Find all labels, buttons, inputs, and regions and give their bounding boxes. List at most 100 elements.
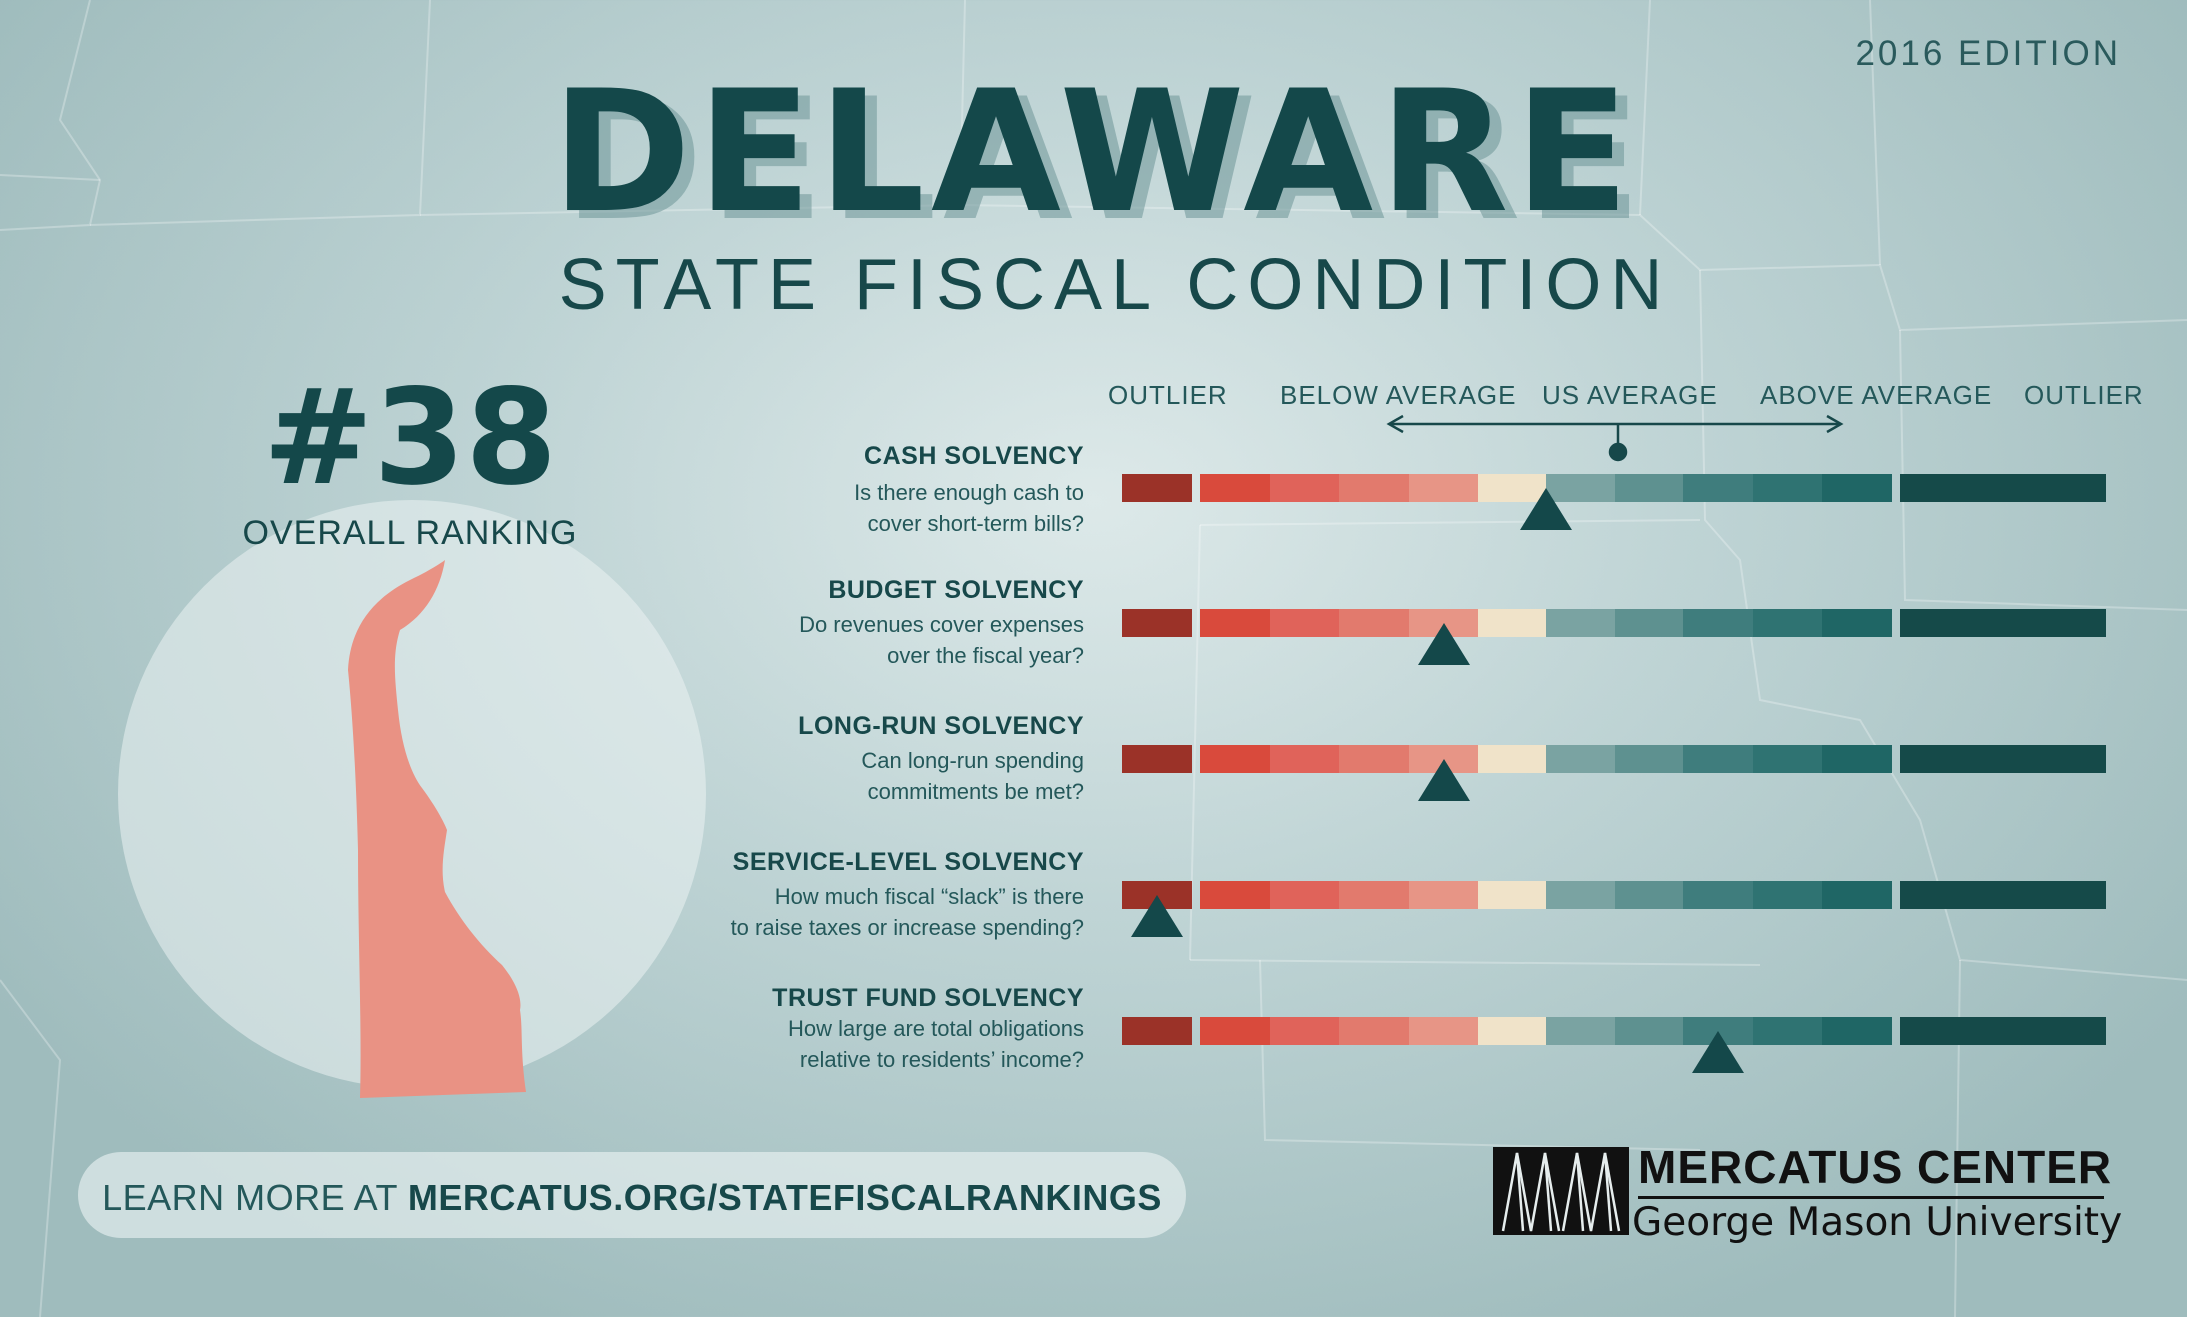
header-below-average: BELOW AVERAGE xyxy=(1280,380,1517,410)
scale-segment xyxy=(1615,881,1683,909)
scale-bar-service-level-solvency xyxy=(1122,881,2106,937)
scale-segment xyxy=(1478,881,1546,909)
question-line: How large are total obligations xyxy=(788,1016,1084,1041)
row-title-cash-solvency: CASH SOLVENCY xyxy=(864,442,1084,470)
row-title-budget-solvency: BUDGET SOLVENCY xyxy=(828,576,1084,604)
scale-segment xyxy=(1200,881,1270,909)
scale-segment xyxy=(1339,609,1409,637)
scale-segment xyxy=(1339,1017,1409,1045)
scale-segment xyxy=(1900,881,2106,909)
state-position-marker xyxy=(1417,623,1470,665)
scale-segment xyxy=(1546,609,1615,637)
edition-label: 2016 EDITION xyxy=(1855,34,2121,73)
scale-bar-long-run-solvency xyxy=(1122,745,2106,801)
row-question-long-run-solvency: Can long-run spending commitments be met… xyxy=(861,746,1084,808)
row-title-long-run-solvency: LONG-RUN SOLVENCY xyxy=(798,712,1084,740)
question-line: to raise taxes or increase spending? xyxy=(730,914,1084,940)
scale-segment xyxy=(1753,745,1822,773)
scale-segment xyxy=(1822,745,1892,773)
logo-divider xyxy=(1638,1196,2104,1199)
learn-more-text: LEARN MORE AT MERCATUS.ORG/STATEFISCALRA… xyxy=(78,1177,1186,1219)
scale-segment xyxy=(1546,881,1615,909)
scale-segment xyxy=(1615,745,1683,773)
row-question-budget-solvency: Do revenues cover expenses over the fisc… xyxy=(799,610,1084,672)
row-question-service-level-solvency: How much fiscal “slack” is there to rais… xyxy=(731,882,1084,944)
scale-segment xyxy=(1822,609,1892,637)
scale-segment xyxy=(1753,1017,1822,1045)
scale-segment xyxy=(1200,609,1270,637)
scale-segment xyxy=(1339,881,1409,909)
scale-segment xyxy=(1270,474,1339,502)
scale-segment xyxy=(1339,745,1409,773)
scale-segment xyxy=(1339,474,1409,502)
scale-segment xyxy=(1478,609,1546,637)
scale-bar-cash-solvency xyxy=(1122,474,2106,530)
scale-segment xyxy=(1615,474,1683,502)
scale-segment xyxy=(1615,609,1683,637)
scale-segment xyxy=(1822,1017,1892,1045)
state-position-marker xyxy=(1520,488,1572,530)
scale-segment xyxy=(1409,881,1478,909)
header-us-average: US AVERAGE xyxy=(1542,380,1718,410)
scale-segment xyxy=(1200,745,1270,773)
scale-segment xyxy=(1478,1017,1546,1045)
scale-segment xyxy=(1478,745,1546,773)
scale-segment xyxy=(1200,474,1270,502)
header-outlier-high: OUTLIER xyxy=(2024,380,2144,410)
scale-segment xyxy=(1270,1017,1339,1045)
state-position-marker xyxy=(1692,1031,1744,1073)
scale-segment xyxy=(1270,745,1339,773)
learn-more-banner[interactable] xyxy=(78,1152,1186,1238)
row-question-trust-fund-solvency: How large are total obligations relative… xyxy=(788,1014,1084,1076)
scale-segment xyxy=(1900,745,2106,773)
question-line: Do revenues cover expenses xyxy=(799,612,1084,637)
header-outlier-low: OUTLIER xyxy=(1108,380,1228,410)
scale-segment xyxy=(1900,1017,2106,1045)
question-line: cover short-term bills? xyxy=(867,510,1084,536)
question-line: Can long-run spending xyxy=(861,748,1084,773)
scale-segment xyxy=(1546,1017,1615,1045)
row-title-trust-fund-solvency: TRUST FUND SOLVENCY xyxy=(772,984,1084,1012)
subtitle: STATE FISCAL CONDITION xyxy=(558,245,1672,325)
overall-rank-number: #38 xyxy=(262,361,558,515)
header-above-average: ABOVE AVERAGE xyxy=(1760,380,1993,410)
mercatus-logo-icon xyxy=(1493,1147,1629,1235)
state-title: DELAWARE xyxy=(551,54,1636,250)
scale-segment xyxy=(1900,474,2106,502)
logo-subtitle: George Mason University xyxy=(1632,1200,2123,1245)
title-container: DELAWARE xyxy=(0,68,2187,236)
scale-segment xyxy=(1615,1017,1683,1045)
scale-segment xyxy=(1683,745,1753,773)
scale-bar-trust-fund-solvency xyxy=(1122,1017,2106,1073)
overall-rank-label: OVERALL RANKING xyxy=(242,514,578,552)
question-line: relative to residents’ income? xyxy=(799,1046,1084,1072)
row-question-cash-solvency: Is there enough cash to cover short-term… xyxy=(854,478,1084,540)
scale-segment xyxy=(1200,1017,1270,1045)
scale-segment xyxy=(1683,881,1753,909)
question-line: over the fiscal year? xyxy=(887,642,1084,668)
scale-segment xyxy=(1270,609,1339,637)
logo-title: MERCATUS CENTER xyxy=(1638,1141,2113,1193)
question-line: How much fiscal “slack” is there xyxy=(774,884,1084,909)
delaware-state-shape xyxy=(348,560,526,1098)
scale-bar-budget-solvency xyxy=(1122,609,2106,665)
subtitle-container: STATE FISCAL CONDITION xyxy=(0,244,2187,326)
scale-segment xyxy=(1270,881,1339,909)
learn-more-prefix: LEARN MORE AT xyxy=(102,1177,408,1218)
state-position-marker xyxy=(1131,895,1183,937)
scale-segment xyxy=(1122,609,1192,637)
scale-segment xyxy=(1122,745,1192,773)
scale-segment xyxy=(1900,609,2106,637)
scale-segment xyxy=(1122,474,1192,502)
learn-more-link[interactable]: MERCATUS.ORG/STATEFISCALRANKINGS xyxy=(407,1177,1162,1218)
question-line: Is there enough cash to xyxy=(854,480,1084,505)
scale-segment xyxy=(1753,474,1822,502)
scale-segment xyxy=(1409,474,1478,502)
scale-segment xyxy=(1683,609,1753,637)
state-position-marker xyxy=(1417,759,1470,801)
scale-segment xyxy=(1409,1017,1478,1045)
scale-segment xyxy=(1753,881,1822,909)
scale-segment xyxy=(1822,881,1892,909)
scale-segment xyxy=(1753,609,1822,637)
